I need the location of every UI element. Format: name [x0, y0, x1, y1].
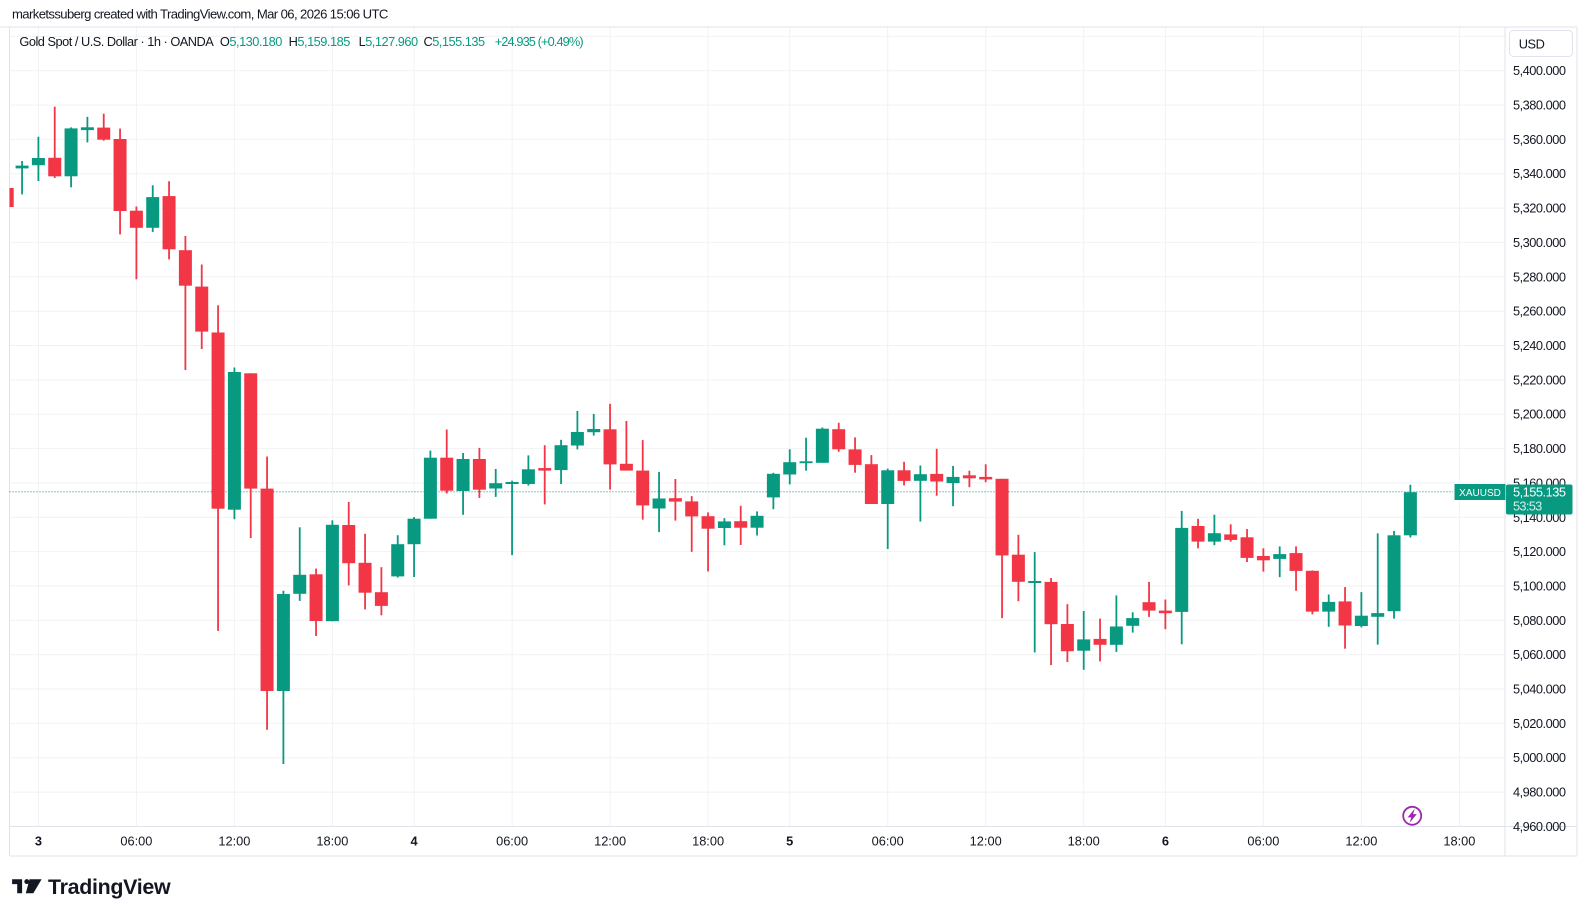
svg-text:USD: USD	[1519, 37, 1545, 52]
svg-text:5,200.000: 5,200.000	[1513, 407, 1566, 422]
svg-text:5,080.000: 5,080.000	[1513, 613, 1566, 628]
svg-text:06:00: 06:00	[496, 834, 528, 849]
svg-text:5,120.000: 5,120.000	[1513, 544, 1566, 559]
svg-text:5,159.185: 5,159.185	[297, 34, 350, 49]
svg-text:53:53: 53:53	[1513, 499, 1542, 514]
svg-text:5,260.000: 5,260.000	[1513, 304, 1566, 319]
svg-text:5,280.000: 5,280.000	[1513, 269, 1566, 284]
svg-text:06:00: 06:00	[120, 834, 152, 849]
svg-text:5,040.000: 5,040.000	[1513, 682, 1566, 697]
svg-text:12:00: 12:00	[594, 834, 626, 849]
svg-text:H: H	[289, 34, 298, 49]
svg-text:5,320.000: 5,320.000	[1513, 201, 1566, 216]
svg-text:XAUUSD: XAUUSD	[1459, 488, 1501, 499]
svg-text:5,020.000: 5,020.000	[1513, 716, 1566, 731]
svg-text:06:00: 06:00	[872, 834, 904, 849]
svg-text:5,380.000: 5,380.000	[1513, 98, 1566, 113]
svg-text:Gold Spot / U.S. Dollar · 1h ·: Gold Spot / U.S. Dollar · 1h · OANDA	[19, 34, 214, 49]
svg-text:C: C	[423, 34, 432, 49]
svg-text:18:00: 18:00	[1443, 834, 1475, 849]
svg-text:5,155.135: 5,155.135	[432, 34, 485, 49]
svg-text:5,100.000: 5,100.000	[1513, 579, 1566, 594]
svg-text:5: 5	[786, 834, 793, 849]
svg-text:5,060.000: 5,060.000	[1513, 647, 1566, 662]
svg-text:5,400.000: 5,400.000	[1513, 63, 1566, 78]
svg-text:4: 4	[411, 834, 419, 849]
svg-text:5,220.000: 5,220.000	[1513, 372, 1566, 387]
svg-text:5,130.180: 5,130.180	[229, 34, 282, 49]
svg-text:4,960.000: 4,960.000	[1513, 819, 1566, 834]
svg-text:TradingView: TradingView	[48, 875, 171, 899]
svg-text:18:00: 18:00	[1068, 834, 1100, 849]
svg-text:5,360.000: 5,360.000	[1513, 132, 1566, 147]
svg-text:O: O	[220, 34, 230, 49]
svg-text:4,980.000: 4,980.000	[1513, 785, 1566, 800]
svg-text:5,127.960: 5,127.960	[365, 34, 418, 49]
svg-text:5,240.000: 5,240.000	[1513, 338, 1566, 353]
svg-text:5,180.000: 5,180.000	[1513, 441, 1566, 456]
svg-text:12:00: 12:00	[1345, 834, 1377, 849]
svg-text:L: L	[359, 34, 366, 49]
svg-text:5,300.000: 5,300.000	[1513, 235, 1566, 250]
svg-text:18:00: 18:00	[316, 834, 348, 849]
svg-text:5,000.000: 5,000.000	[1513, 750, 1566, 765]
svg-text:12:00: 12:00	[970, 834, 1002, 849]
svg-text:+24.935 (+0.49%): +24.935 (+0.49%)	[495, 34, 584, 49]
svg-text:3: 3	[35, 834, 42, 849]
svg-text:12:00: 12:00	[218, 834, 250, 849]
svg-text:6: 6	[1162, 834, 1169, 849]
svg-text:06:00: 06:00	[1247, 834, 1279, 849]
svg-text:marketssuberg created with Tra: marketssuberg created with TradingView.c…	[12, 7, 388, 22]
svg-text:5,340.000: 5,340.000	[1513, 166, 1566, 181]
svg-text:18:00: 18:00	[692, 834, 724, 849]
svg-text:5,155.135: 5,155.135	[1513, 485, 1566, 500]
